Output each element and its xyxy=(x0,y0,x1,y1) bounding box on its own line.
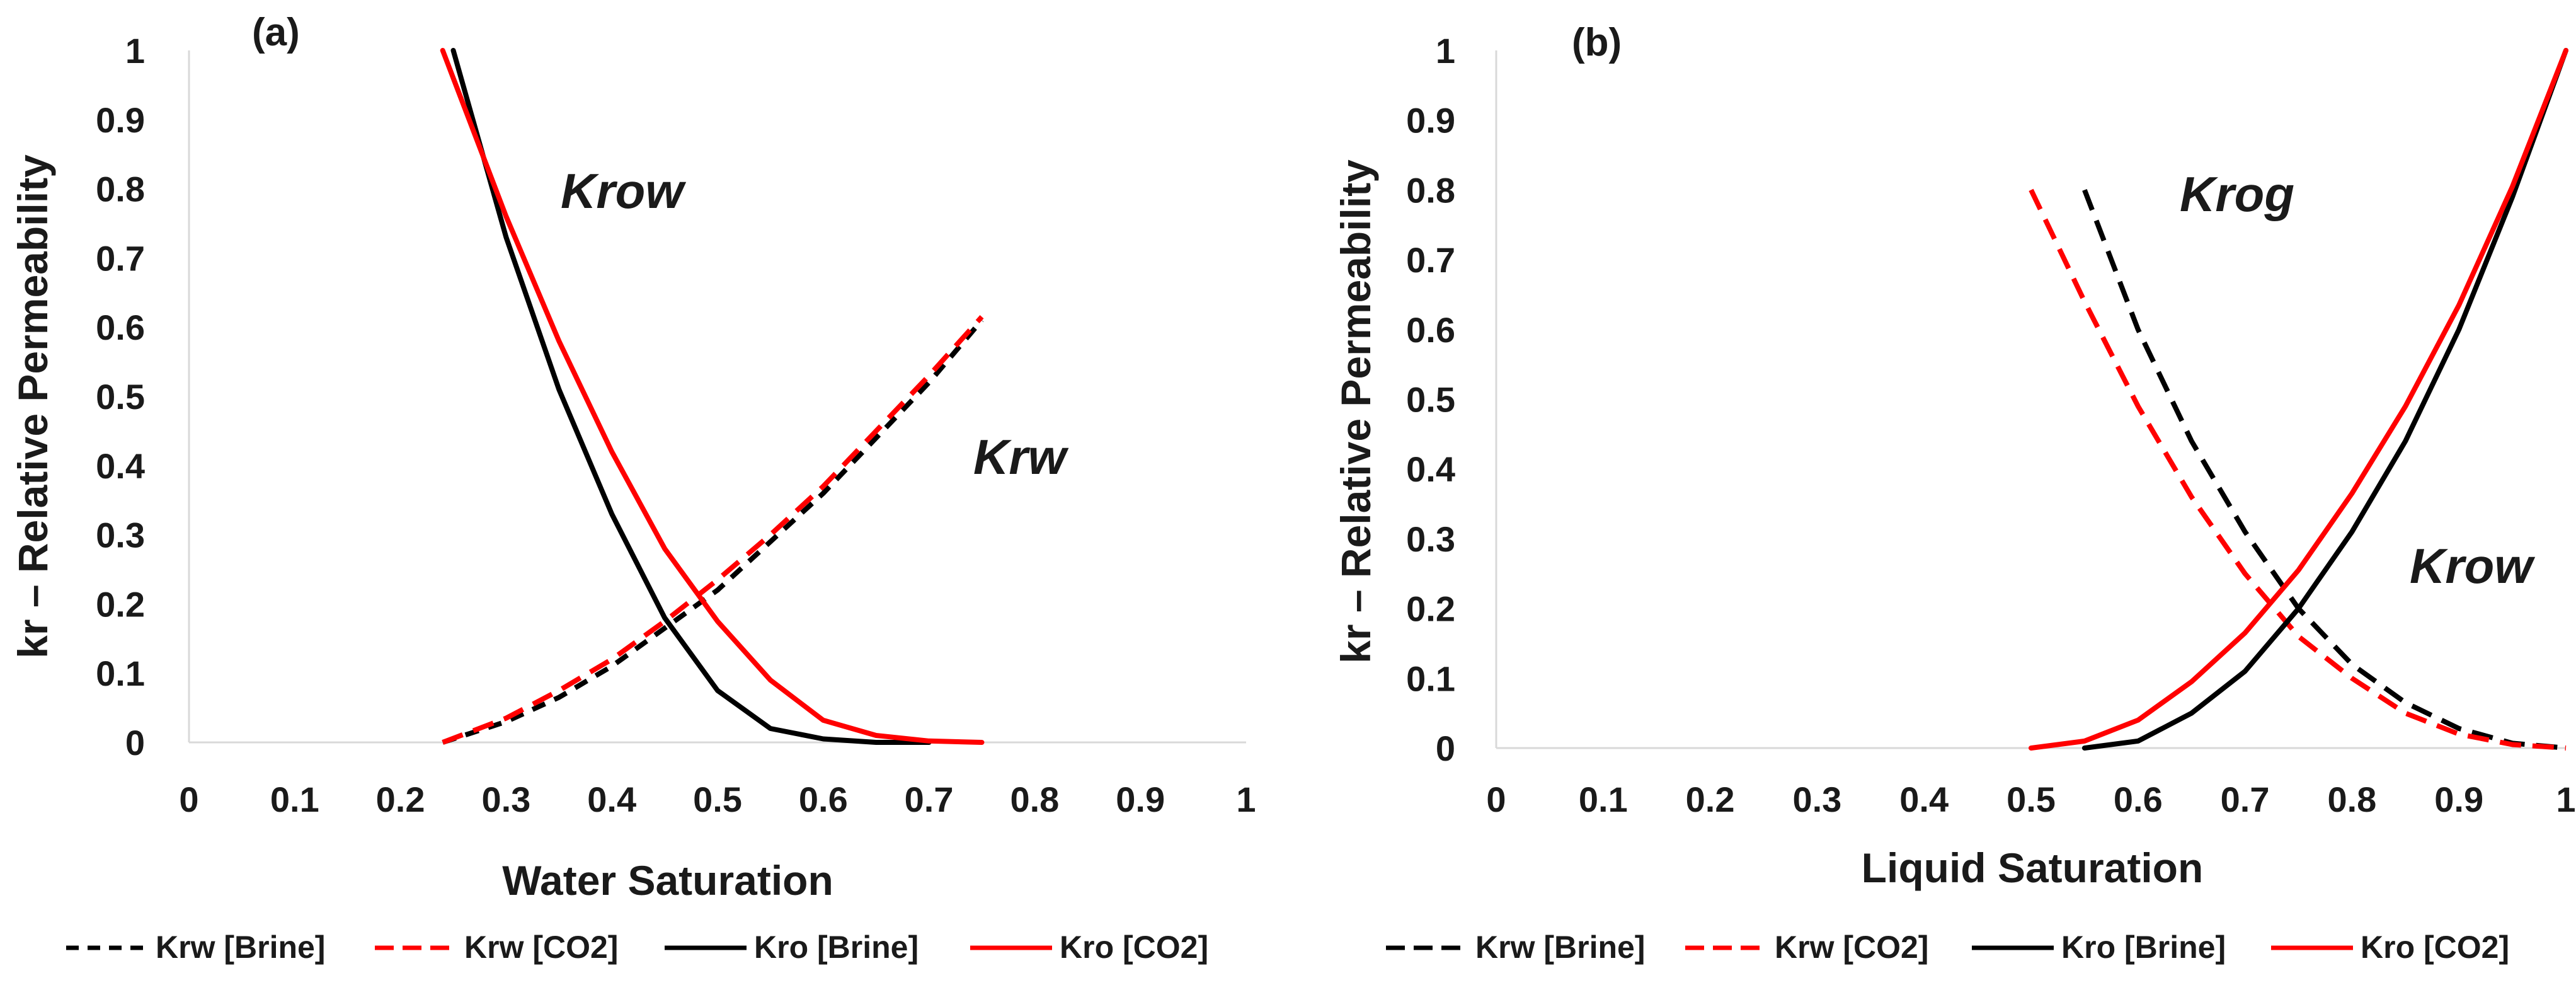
panel-b-y-tick-label: 0.8 xyxy=(1406,170,1455,210)
panel-a-legend-label-kro-co2: Kro [CO2] xyxy=(1060,930,1208,965)
panel-b-x-tick-label: 0.2 xyxy=(1686,780,1735,819)
panel-b-y-tick-label: 0.7 xyxy=(1406,240,1455,280)
panel-b-legend-label-kro-co2: Kro [CO2] xyxy=(2361,930,2509,965)
panel-a-y-tick-label: 0.1 xyxy=(96,654,145,693)
panel-b-series xyxy=(2029,48,2568,751)
panel-b-y-tick-label: 0.2 xyxy=(1406,589,1455,629)
panel-b-annotation-krog: Krog xyxy=(2180,166,2294,222)
panel-b-y-tick-label: 0.5 xyxy=(1406,380,1455,420)
panel-a-series-krw-co2 xyxy=(442,315,984,745)
panel-a-x-ticks: 0 0.1 0.2 0.3 0.4 0.5 0.6 0.7 0.8 0.9 1 xyxy=(179,780,1256,819)
panel-a-series-kro-brine xyxy=(450,48,932,745)
panel-b-x-tick-label: 0.7 xyxy=(2221,780,2270,819)
panel-a-y-axis-title: kr – Relative Permeability xyxy=(9,154,56,659)
panel-a-y-tick-label: 0.8 xyxy=(96,170,145,209)
panel-a-x-tick-label: 0.9 xyxy=(1116,780,1165,819)
panel-b-x-tick-label: 0.3 xyxy=(1792,780,1841,819)
panel-a-y-tick-label: 0.6 xyxy=(96,308,145,347)
panel-b-x-tick-label: 0.5 xyxy=(2006,780,2056,819)
panel-a-series xyxy=(440,48,985,745)
panel-a-legend: Krw [Brine] Krw [CO2] Kro [Brine] Kro [CO2] xyxy=(66,930,1208,965)
panel-b-series-krw-co2 xyxy=(2029,188,2567,751)
panel-b-legend: Krw [Brine] Krw [CO2] Kro [Brine] Kro [CO2] xyxy=(1386,930,2509,965)
panel-a-y-tick-label: 0.7 xyxy=(96,238,145,278)
panel-a-x-tick-label: 0 xyxy=(179,780,198,819)
panel-b-y-tick-label: 0.9 xyxy=(1406,101,1455,141)
panel-a-x-tick-label: 1 xyxy=(1236,780,1256,819)
panel-b-x-tick-label: 0 xyxy=(1486,780,1506,819)
panel-b-x-tick-label: 0.4 xyxy=(1899,780,1949,819)
panel-b-y-tick-label: 0.1 xyxy=(1406,659,1455,698)
panel-a-x-tick-label: 0.5 xyxy=(693,780,742,819)
panel-a-y-tick-label: 0.4 xyxy=(96,446,145,486)
panel-a-series-kro-co2 xyxy=(440,48,985,745)
panel-a-y-tick-label: 0 xyxy=(125,723,145,763)
panel-b: (b) 0 0.1 0.2 0.3 0.4 0.5 0.6 0.7 0.8 0.9 1 0 0.1 0.… xyxy=(1332,21,2576,965)
panel-a: (a) 0 0.1 0.2 0.3 0.4 0.5 0.6 0.7 0.8 0.9 1 0 0.1 0.… xyxy=(9,11,1256,965)
panel-a-series-krw-brine xyxy=(442,318,984,745)
panel-a-x-tick-label: 0.2 xyxy=(376,780,425,819)
panel-b-x-axis-title: Liquid Saturation xyxy=(1862,844,2204,891)
panel-a-x-tick-label: 0.1 xyxy=(270,780,319,819)
panel-b-x-tick-label: 0.1 xyxy=(1579,780,1628,819)
panel-b-x-ticks: 0 0.1 0.2 0.3 0.4 0.5 0.6 0.7 0.8 0.9 1 xyxy=(1486,780,2575,819)
panel-b-series-kro-co2 xyxy=(2029,48,2568,751)
panel-b-y-tick-label: 0.4 xyxy=(1406,449,1455,489)
panel-a-legend-label-krw-co2: Krw [CO2] xyxy=(464,930,618,965)
panel-b-x-tick-label: 0.9 xyxy=(2434,780,2483,819)
panel-a-x-axis-title: Water Saturation xyxy=(502,857,833,904)
panel-a-x-tick-label: 0.7 xyxy=(905,780,954,819)
panel-a-x-tick-label: 0.4 xyxy=(587,780,636,819)
panel-b-series-kro-brine xyxy=(2081,48,2568,751)
panel-a-y-ticks: 0 0.1 0.2 0.3 0.4 0.5 0.6 0.7 0.8 0.9 1 xyxy=(96,31,145,763)
panel-b-annotation-krow: Krow xyxy=(2410,538,2535,594)
panel-a-y-tick-label: 0.2 xyxy=(96,584,145,624)
panel-a-y-tick-label: 0.9 xyxy=(96,100,145,140)
panel-b-y-axis-title: kr – Relative Permeability xyxy=(1332,159,1379,664)
panel-b-y-ticks: 0 0.1 0.2 0.3 0.4 0.5 0.6 0.7 0.8 0.9 1 xyxy=(1406,31,1455,768)
panel-a-annotation-krw: Krw xyxy=(973,429,1069,485)
panel-b-series-krw-brine xyxy=(2082,188,2567,751)
panel-a-legend-label-kro-brine: Kro [Brine] xyxy=(754,930,919,965)
panel-b-y-tick-label: 0 xyxy=(1436,729,1455,768)
panel-b-legend-label-krw-brine: Krw [Brine] xyxy=(1475,930,1645,965)
panel-b-legend-label-kro-brine: Kro [Brine] xyxy=(2061,930,2226,965)
panel-a-x-tick-label: 0.6 xyxy=(799,780,848,819)
panel-a-y-tick-label: 0.5 xyxy=(96,377,145,417)
panel-a-annotation-krow: Krow xyxy=(561,163,686,219)
panel-b-y-tick-label: 1 xyxy=(1436,31,1455,71)
panel-a-y-tick-label: 1 xyxy=(125,31,145,71)
panel-a-legend-label-krw-brine: Krw [Brine] xyxy=(156,930,325,965)
panel-b-y-tick-label: 0.3 xyxy=(1406,519,1455,559)
panel-a-label: (a) xyxy=(252,11,300,54)
panel-a-y-tick-label: 0.3 xyxy=(96,516,145,555)
panel-b-x-tick-label: 0.6 xyxy=(2114,780,2163,819)
panel-a-x-tick-label: 0.8 xyxy=(1010,780,1059,819)
panel-b-y-tick-label: 0.6 xyxy=(1406,310,1455,350)
panel-b-x-tick-label: 1 xyxy=(2556,780,2575,819)
panel-b-x-tick-label: 0.8 xyxy=(2327,780,2376,819)
panel-b-label: (b) xyxy=(1572,21,1622,64)
panel-a-x-tick-label: 0.3 xyxy=(481,780,530,819)
panel-b-legend-label-krw-co2: Krw [CO2] xyxy=(1775,930,1928,965)
